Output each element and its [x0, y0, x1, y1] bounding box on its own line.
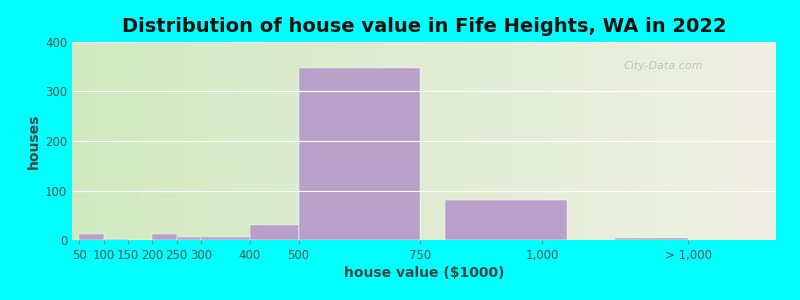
Bar [104, 238, 128, 240]
Bar [445, 200, 566, 240]
X-axis label: house value ($1000): house value ($1000) [344, 266, 504, 280]
Bar [177, 236, 201, 240]
Bar [250, 225, 298, 240]
Text: City-Data.com: City-Data.com [624, 61, 703, 71]
Title: Distribution of house value in Fife Heights, WA in 2022: Distribution of house value in Fife Heig… [122, 17, 726, 36]
Bar [298, 196, 420, 240]
Bar [615, 238, 688, 240]
Bar [152, 234, 177, 240]
Bar [298, 68, 420, 240]
Bar [79, 234, 104, 240]
Bar [201, 236, 250, 240]
Y-axis label: houses: houses [26, 113, 41, 169]
